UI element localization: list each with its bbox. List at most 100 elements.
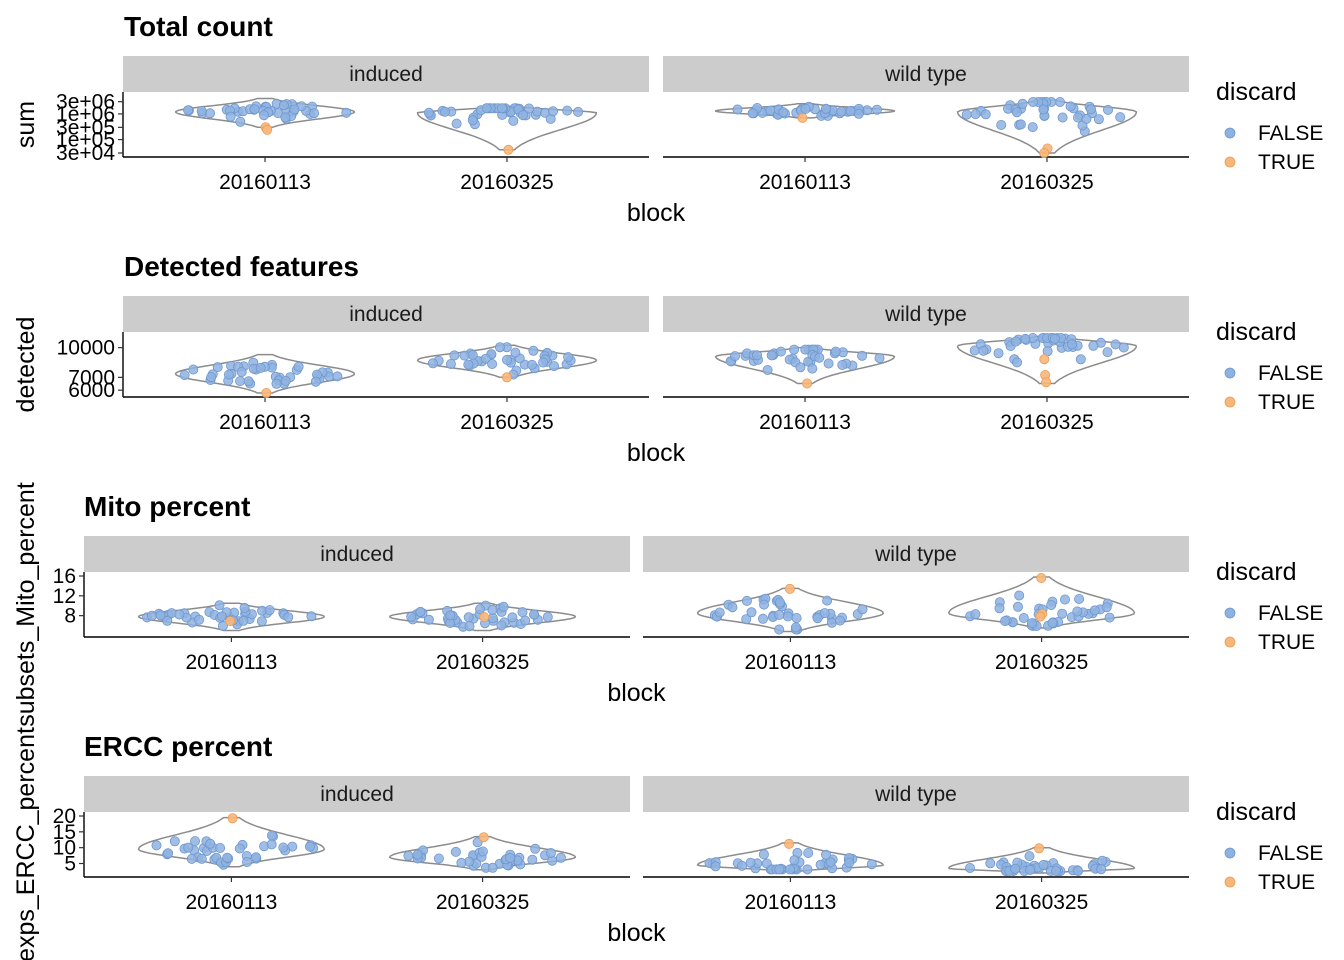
point-false bbox=[194, 614, 205, 625]
facet-label: induced bbox=[349, 63, 423, 86]
point-false bbox=[293, 361, 304, 372]
point-false bbox=[529, 609, 540, 620]
facet-label: wild type bbox=[884, 303, 967, 326]
legend-title: discard bbox=[1216, 558, 1297, 586]
violin bbox=[714, 346, 896, 385]
point-false bbox=[747, 108, 758, 119]
point-false bbox=[403, 850, 414, 861]
point-false bbox=[406, 611, 417, 622]
point-false bbox=[1089, 605, 1100, 616]
point-false bbox=[814, 352, 825, 363]
point-false bbox=[758, 849, 769, 860]
point-false bbox=[563, 352, 574, 363]
point-false bbox=[727, 602, 738, 613]
point-false bbox=[819, 608, 830, 619]
point-false bbox=[1010, 336, 1021, 347]
y-tick-label: 10000 bbox=[57, 337, 115, 360]
point-false bbox=[970, 609, 981, 620]
point-false bbox=[741, 614, 752, 625]
point-false bbox=[562, 105, 573, 116]
x-tick-label: 20160325 bbox=[460, 171, 553, 194]
point-false bbox=[332, 371, 343, 382]
y-tick-label: 1e+06 bbox=[56, 103, 115, 126]
point-false bbox=[1012, 357, 1023, 368]
point-false bbox=[280, 112, 291, 123]
point-false bbox=[1046, 600, 1057, 611]
point-false bbox=[1101, 602, 1112, 613]
point-false bbox=[467, 115, 478, 126]
point-false bbox=[1013, 601, 1024, 612]
point-false bbox=[214, 600, 225, 611]
point-false bbox=[1086, 104, 1097, 115]
x-axis-title: block bbox=[607, 679, 666, 707]
point-false bbox=[789, 344, 800, 355]
point-false bbox=[1118, 342, 1129, 353]
legend-key bbox=[1224, 636, 1236, 648]
legend-key bbox=[1224, 127, 1236, 139]
violin bbox=[956, 335, 1138, 385]
point-false bbox=[825, 857, 836, 868]
point-false bbox=[555, 852, 566, 863]
point-false bbox=[215, 843, 226, 854]
x-tick-label: 20160113 bbox=[759, 411, 851, 434]
point-false bbox=[996, 120, 1007, 131]
facet-label: induced bbox=[320, 543, 394, 566]
point-false bbox=[179, 370, 190, 381]
point-true bbox=[501, 372, 512, 383]
legend: discard FALSE TRUE bbox=[1216, 798, 1323, 894]
point-false bbox=[467, 350, 478, 361]
point-false bbox=[545, 848, 556, 859]
point-false bbox=[196, 106, 207, 117]
legend-label: TRUE bbox=[1258, 631, 1315, 654]
y-tick-label: 8 bbox=[64, 605, 76, 628]
point-false bbox=[1047, 617, 1058, 628]
point-false bbox=[758, 613, 769, 624]
point-false bbox=[271, 378, 282, 389]
point-false bbox=[310, 376, 321, 387]
point-false bbox=[857, 604, 868, 615]
point-false bbox=[174, 609, 185, 620]
facet-label: wild type bbox=[884, 63, 967, 86]
point-false bbox=[474, 604, 485, 615]
point-false bbox=[464, 621, 475, 632]
point-false bbox=[241, 857, 252, 868]
point-true bbox=[802, 378, 813, 389]
legend-label: FALSE bbox=[1258, 602, 1323, 625]
legend-key bbox=[1224, 396, 1236, 408]
point-false bbox=[188, 364, 199, 375]
point-false bbox=[169, 836, 180, 847]
point-false bbox=[542, 612, 553, 623]
violin bbox=[416, 105, 598, 151]
point-false bbox=[1067, 339, 1078, 350]
point-true bbox=[784, 838, 795, 849]
x-tick-label: 20160325 bbox=[460, 411, 553, 434]
point-false bbox=[791, 613, 802, 624]
point-false bbox=[163, 848, 174, 859]
point-false bbox=[412, 849, 423, 860]
point-false bbox=[1015, 119, 1026, 130]
point-false bbox=[872, 104, 883, 115]
point-false bbox=[730, 351, 741, 362]
point-false bbox=[874, 353, 885, 364]
point-false bbox=[487, 613, 498, 624]
x-axis-title: block bbox=[627, 199, 686, 227]
x-tick-label: 20160113 bbox=[219, 411, 311, 434]
point-true bbox=[797, 112, 808, 123]
point-false bbox=[456, 857, 467, 868]
point-false bbox=[423, 614, 434, 625]
point-false bbox=[505, 852, 516, 863]
point-false bbox=[234, 843, 245, 854]
point-false bbox=[496, 620, 507, 631]
point-false bbox=[450, 846, 461, 857]
y-tick-label: 1e+05 bbox=[56, 129, 115, 152]
point-false bbox=[463, 612, 474, 623]
point-false bbox=[1026, 618, 1037, 629]
point-false bbox=[821, 103, 832, 114]
point-false bbox=[508, 115, 519, 126]
point-false bbox=[222, 852, 233, 863]
point-false bbox=[306, 611, 317, 622]
point-false bbox=[970, 109, 981, 120]
point-false bbox=[501, 354, 512, 365]
point-false bbox=[487, 358, 498, 369]
point-false bbox=[1104, 612, 1115, 623]
